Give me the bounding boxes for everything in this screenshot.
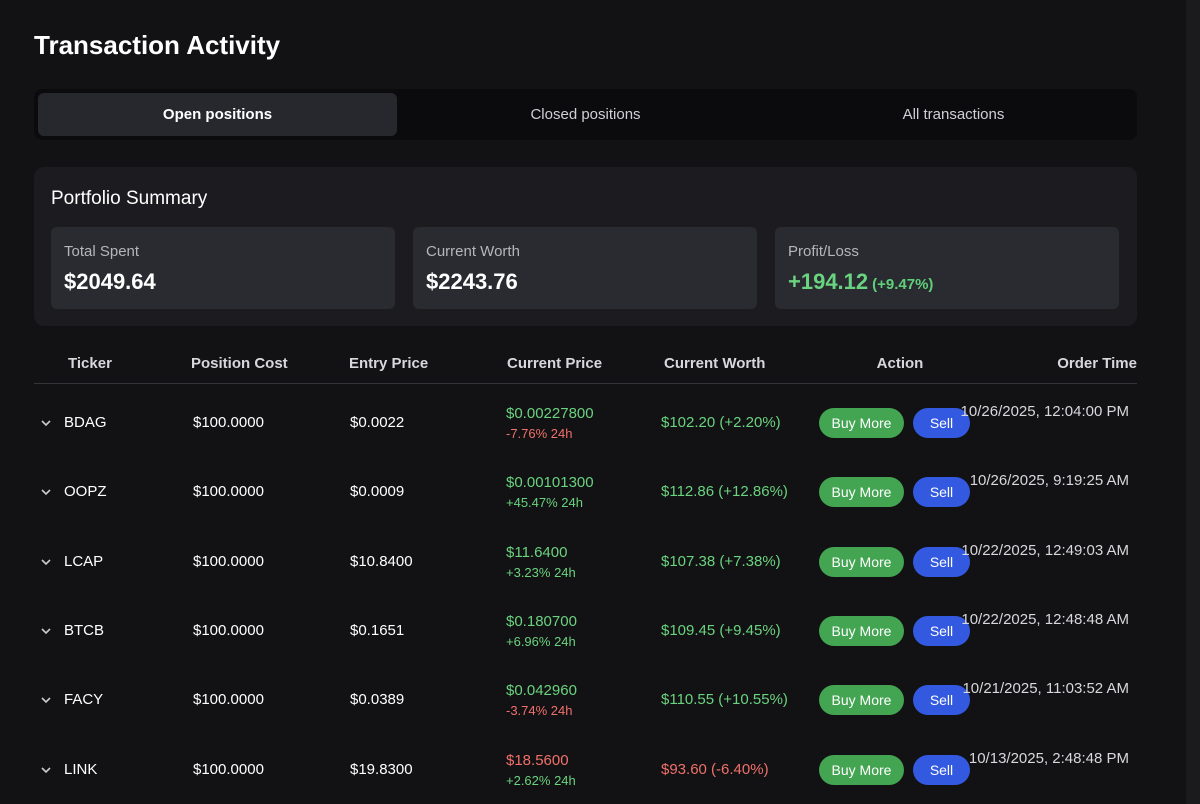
- position-cost: $100.0000: [193, 621, 264, 639]
- sell-button[interactable]: Sell: [913, 754, 970, 785]
- position-cost: $100.0000: [193, 483, 264, 501]
- entry-price: $0.0389: [350, 691, 405, 709]
- expand-chevron[interactable]: [39, 763, 53, 777]
- expand-chevron[interactable]: [39, 416, 53, 430]
- ticker: LINK: [64, 760, 98, 778]
- entry-price: $10.8400: [350, 552, 413, 570]
- card-label: Total Spent: [64, 243, 140, 260]
- price-change-24h: +6.96% 24h: [506, 633, 576, 649]
- current-worth: $93.60 (-6.40%): [661, 760, 769, 778]
- summary-card: Total Spent $2049.64: [51, 227, 395, 309]
- card-value: $2049.64: [64, 269, 156, 295]
- entry-price: $0.1651: [350, 621, 405, 639]
- buy-more-button[interactable]: Buy More: [819, 477, 904, 508]
- price-change-24h: +3.23% 24h: [506, 564, 576, 580]
- card-label: Profit/Loss: [788, 243, 859, 260]
- ticker: BDAG: [64, 414, 107, 431]
- current-worth: $109.45 (+9.45%): [661, 621, 781, 639]
- order-time: 10/22/2025, 12:49:03 AM: [961, 541, 1129, 559]
- summary-title: Portfolio Summary: [51, 188, 208, 209]
- expand-chevron[interactable]: [39, 624, 53, 638]
- summary-card: Profit/Loss +194.12 (+9.47%): [775, 227, 1119, 309]
- chevron-icon: [41, 420, 51, 427]
- chevron-icon: [41, 697, 51, 704]
- tab[interactable]: All transactions: [902, 106, 1005, 123]
- price-change-24h: -7.76% 24h: [506, 426, 573, 441]
- buy-more-button[interactable]: Buy More: [819, 615, 904, 646]
- expand-chevron[interactable]: [39, 693, 53, 707]
- chevron-icon: [41, 559, 51, 565]
- sell-button[interactable]: Sell: [913, 477, 970, 508]
- column-header: Current Worth: [664, 355, 766, 372]
- price-change-24h: +2.62% 24h: [506, 772, 576, 788]
- column-header: Current Price: [507, 355, 603, 372]
- chevron-icon: [41, 628, 51, 635]
- current-price: $0.042960: [506, 682, 577, 700]
- position-cost: $100.0000: [193, 760, 264, 778]
- price-change-24h: +45.47% 24h: [506, 495, 583, 511]
- current-price: $0.00227800: [506, 405, 594, 422]
- card-value-text: $2049.64: [64, 269, 156, 294]
- buy-more-button[interactable]: Buy More: [819, 685, 904, 716]
- current-worth: $110.55 (+10.55%): [661, 691, 788, 709]
- position-cost: $100.0000: [193, 414, 264, 431]
- entry-price: $0.0009: [350, 483, 405, 501]
- price-change-24h: -3.74% 24h: [506, 703, 573, 719]
- entry-price: $19.8300: [350, 760, 413, 778]
- header-rule: [34, 383, 1137, 384]
- tab[interactable]: Closed positions: [530, 106, 641, 123]
- order-time: 10/22/2025, 12:48:48 AM: [961, 610, 1129, 628]
- column-header: Ticker: [68, 355, 112, 372]
- position-cost: $100.0000: [193, 552, 264, 570]
- current-worth: $102.20 (+2.20%): [661, 414, 781, 431]
- current-worth: $107.38 (+7.38%): [661, 552, 781, 570]
- expand-chevron[interactable]: [39, 555, 53, 569]
- column-header: Position Cost: [191, 355, 288, 372]
- expand-chevron[interactable]: [39, 485, 53, 499]
- current-price: $0.00101300: [506, 474, 594, 492]
- order-time: 10/26/2025, 9:19:25 AM: [969, 472, 1129, 490]
- ticker: LCAP: [64, 552, 104, 570]
- current-price: $0.180700: [506, 612, 577, 630]
- buy-more-button[interactable]: Buy More: [819, 546, 904, 577]
- card-value-text: $2243.76: [426, 269, 518, 294]
- scrollbar-track: [1186, 0, 1200, 804]
- summary-panel: Portfolio Summary Total Spent $2049.64 Cur…: [34, 167, 1137, 326]
- ticker: FACY: [64, 691, 104, 709]
- card-value: +194.12 (+9.47%): [788, 269, 933, 295]
- chevron-icon: [41, 489, 51, 496]
- card-label: Current Worth: [426, 243, 520, 260]
- sell-button[interactable]: Sell: [913, 615, 970, 646]
- sell-button[interactable]: Sell: [913, 685, 970, 716]
- page-title: Transaction Activity: [34, 30, 281, 60]
- entry-price: $0.0022: [350, 414, 405, 431]
- ticker: BTCB: [64, 621, 105, 639]
- card-value-text: +194.12: [788, 269, 869, 294]
- column-header: Action: [876, 355, 924, 372]
- column-header: Order Time: [1057, 355, 1137, 372]
- current-price: $11.6400: [506, 543, 568, 561]
- buy-more-button[interactable]: Buy More: [819, 408, 904, 438]
- buy-more-button[interactable]: Buy More: [819, 754, 904, 785]
- sell-button[interactable]: Sell: [913, 546, 970, 577]
- current-price: $18.5600: [506, 751, 569, 769]
- summary-card: Current Worth $2243.76: [413, 227, 757, 309]
- sell-button[interactable]: Sell: [913, 408, 970, 438]
- current-worth: $112.86 (+12.86%): [661, 483, 788, 501]
- ticker: OOPZ: [64, 483, 107, 501]
- tab[interactable]: Open positions: [38, 93, 397, 136]
- order-time: 10/26/2025, 12:04:00 PM: [960, 403, 1129, 420]
- order-time: 10/13/2025, 2:48:48 PM: [968, 749, 1129, 767]
- card-value-percent: (+9.47%): [872, 276, 934, 293]
- position-cost: $100.0000: [193, 691, 264, 709]
- tab-bar: Open positions Closed positions All transa…: [34, 89, 1137, 140]
- card-value: $2243.76: [426, 269, 518, 295]
- column-header: Entry Price: [349, 355, 429, 372]
- order-time: 10/21/2025, 11:03:52 AM: [962, 680, 1129, 698]
- chevron-icon: [41, 766, 51, 773]
